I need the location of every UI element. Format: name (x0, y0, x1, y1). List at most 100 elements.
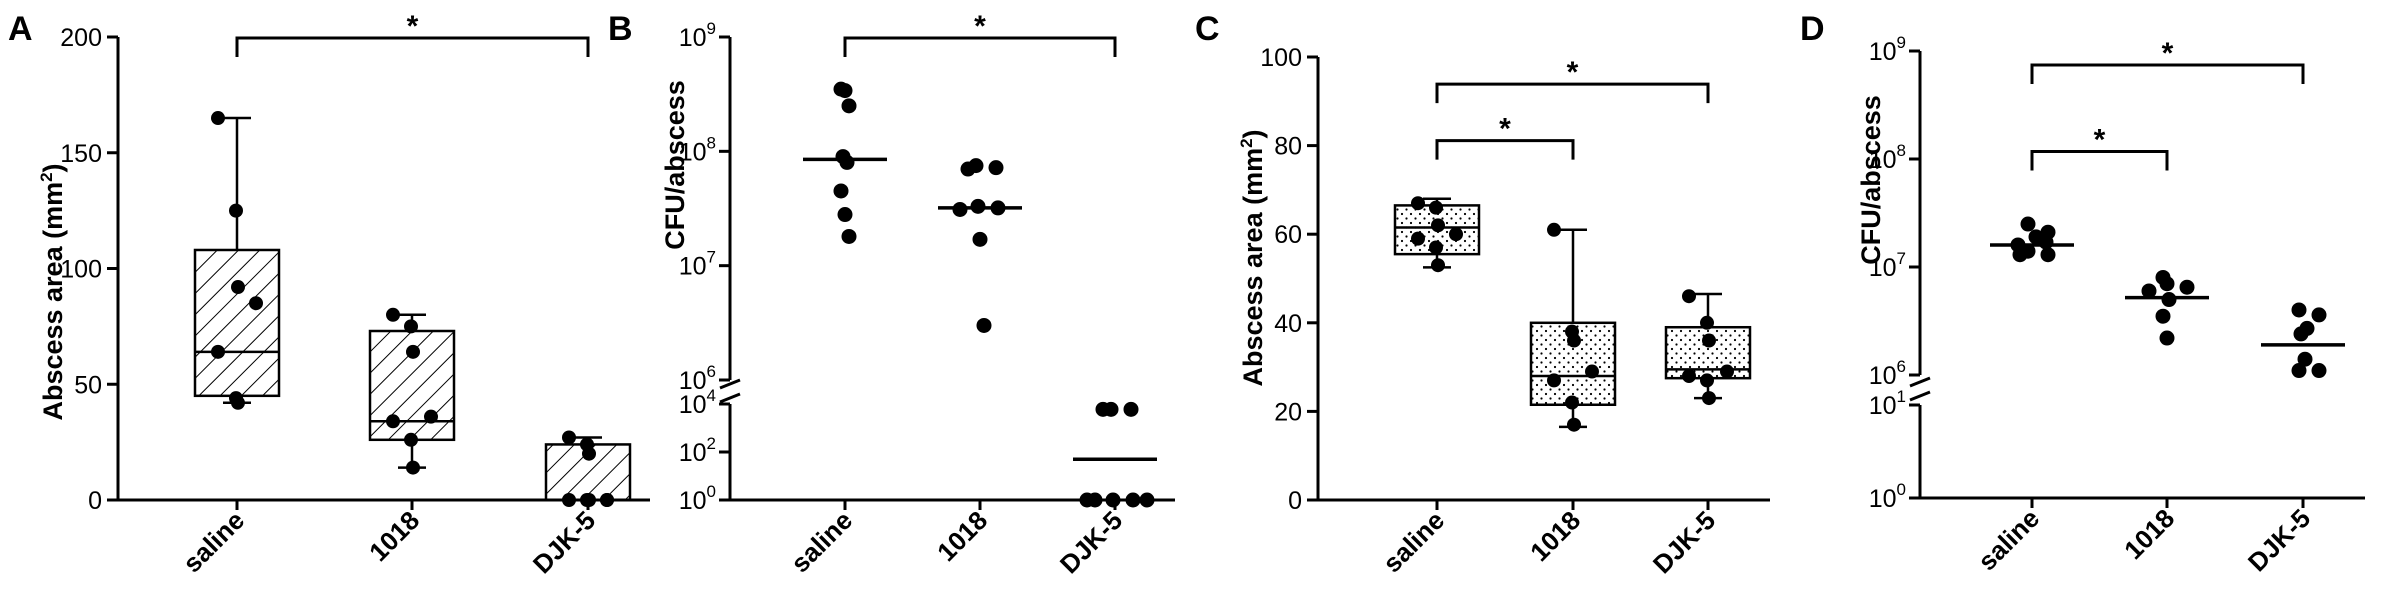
points-b (833, 81, 1155, 508)
significance-star-c-1: * (1567, 56, 1579, 89)
y-tick-label-b-6: 100 (679, 482, 716, 515)
data-point-d-0-3 (2038, 234, 2054, 250)
data-point-d-1-5 (2155, 308, 2171, 324)
x-ticks-b: saline 1018 DJK-5 (785, 500, 1128, 579)
axis-break-mark-1-b (719, 378, 741, 390)
data-point-c-1-5 (1565, 395, 1579, 410)
axis-break-mark-1-d (1909, 376, 1931, 388)
y-tick-label-a-4: 200 (60, 24, 102, 52)
points-d (2010, 216, 2327, 379)
y-tick-label-b-1: 108 (679, 133, 716, 166)
panel-letter-c: C (1195, 10, 1220, 48)
data-point-c-2-4 (1682, 368, 1696, 383)
data-point-b-0-4 (839, 154, 855, 170)
data-point-c-0-2 (1431, 218, 1445, 233)
data-point-b-0-1 (837, 83, 853, 99)
x-tick-label-d-0: saline (1972, 503, 2045, 576)
data-point-d-2-1 (2311, 307, 2327, 323)
data-point-b-2-2 (1095, 401, 1111, 417)
data-point-d-1-3 (2141, 283, 2157, 299)
data-point-c-0-0 (1411, 196, 1425, 211)
data-point-a-0-0 (211, 111, 225, 126)
data-point-a-1-0 (386, 307, 400, 322)
significance-star-a-0: * (407, 10, 419, 43)
x-tick-label-a-0: saline (177, 505, 250, 578)
data-point-a-0-6 (231, 395, 245, 410)
panel-a: A Abscess area (mm2) 0 50 100 150 200 * sali… (8, 10, 650, 579)
data-point-a-1-1 (404, 319, 418, 334)
comparison-bracket-d-1 (2030, 63, 2305, 84)
data-point-a-0-2 (231, 280, 245, 295)
data-point-c-2-5 (1700, 373, 1714, 388)
data-point-d-2-6 (2311, 363, 2327, 379)
x-tick-label-c-0: saline (1377, 505, 1450, 578)
significance-star-b-0: * (974, 10, 986, 43)
comparison-bracket-c-0 (1435, 139, 1575, 160)
data-point-b-1-2 (960, 161, 976, 177)
comparisons-a: * (235, 10, 590, 57)
y-tick-label-a-2: 100 (60, 256, 102, 284)
comparison-bracket-d-0 (2030, 150, 2169, 171)
comparisons-d: ** (2030, 37, 2305, 171)
data-point-c-1-6 (1567, 417, 1581, 432)
data-point-a-1-6 (406, 460, 420, 475)
y-axis-label-b: CFU/abscess (660, 80, 690, 250)
data-point-a-0-4 (211, 344, 225, 359)
data-point-d-2-0 (2291, 302, 2307, 318)
data-point-b-1-3 (970, 198, 986, 214)
x-tick-label-a-1: 1018 (363, 505, 425, 567)
data-point-d-1-4 (2161, 292, 2177, 308)
data-point-c-2-6 (1702, 391, 1716, 406)
data-point-d-1-6 (2159, 330, 2175, 346)
y-axis-label-a: Abscess area (mm2) (37, 163, 68, 420)
y-tick-label-b-4: 104 (679, 386, 716, 419)
y-tick-label-a-3: 150 (60, 140, 102, 168)
y-tick-label-c-2: 40 (1274, 310, 1302, 338)
data-point-c-0-1 (1429, 200, 1443, 215)
panel-letter-d: D (1800, 10, 1825, 48)
data-point-b-1-1 (988, 160, 1004, 176)
data-point-a-0-3 (249, 296, 263, 311)
comparisons-c: ** (1435, 56, 1710, 160)
y-ticks-a: 0 50 100 150 200 (60, 24, 118, 515)
data-point-d-2-4 (2297, 351, 2313, 367)
data-point-c-1-2 (1567, 333, 1581, 348)
x-tick-label-b-0: saline (785, 505, 858, 578)
y-tick-label-d-5: 100 (1869, 480, 1906, 513)
data-point-c-1-3 (1585, 364, 1599, 379)
panel-letter-b: B (608, 10, 633, 48)
data-point-c-0-3 (1449, 227, 1463, 242)
significance-star-d-1: * (2162, 37, 2174, 70)
box-a-0 (193, 248, 281, 398)
y-tick-label-c-1: 20 (1274, 398, 1302, 426)
data-point-b-1-6 (972, 231, 988, 247)
data-point-a-1-3 (424, 409, 438, 424)
x-ticks-c: saline 1018 DJK-5 (1377, 500, 1721, 579)
data-point-d-0-7 (2012, 247, 2028, 263)
x-ticks-a: saline 1018 DJK-5 (177, 500, 601, 579)
significance-star-c-0: * (1499, 113, 1511, 146)
y-tick-label-a-0: 0 (88, 487, 102, 515)
data-point-c-1-0 (1547, 222, 1561, 237)
comparisons-b: * (843, 10, 1117, 57)
data-point-b-1-5 (952, 201, 968, 217)
y-tick-label-b-5: 102 (679, 434, 716, 467)
data-point-c-2-0 (1682, 289, 1696, 304)
axes-d (1909, 51, 2365, 500)
data-point-c-0-6 (1431, 258, 1445, 273)
data-point-d-1-1 (2159, 276, 2175, 292)
data-point-d-0-6 (2040, 247, 2056, 263)
x-tick-label-b-1: 1018 (931, 505, 993, 567)
x-tick-label-a-2: DJK-5 (527, 505, 601, 579)
y-tick-label-d-4: 101 (1869, 387, 1906, 420)
data-point-b-1-4 (990, 200, 1006, 216)
comparison-bracket-a-0 (235, 36, 590, 57)
y-tick-label-c-0: 0 (1288, 487, 1302, 515)
significance-star-d-0: * (2094, 124, 2106, 157)
y-tick-label-d-1: 108 (1869, 141, 1906, 174)
y-tick-label-c-3: 60 (1274, 221, 1302, 249)
